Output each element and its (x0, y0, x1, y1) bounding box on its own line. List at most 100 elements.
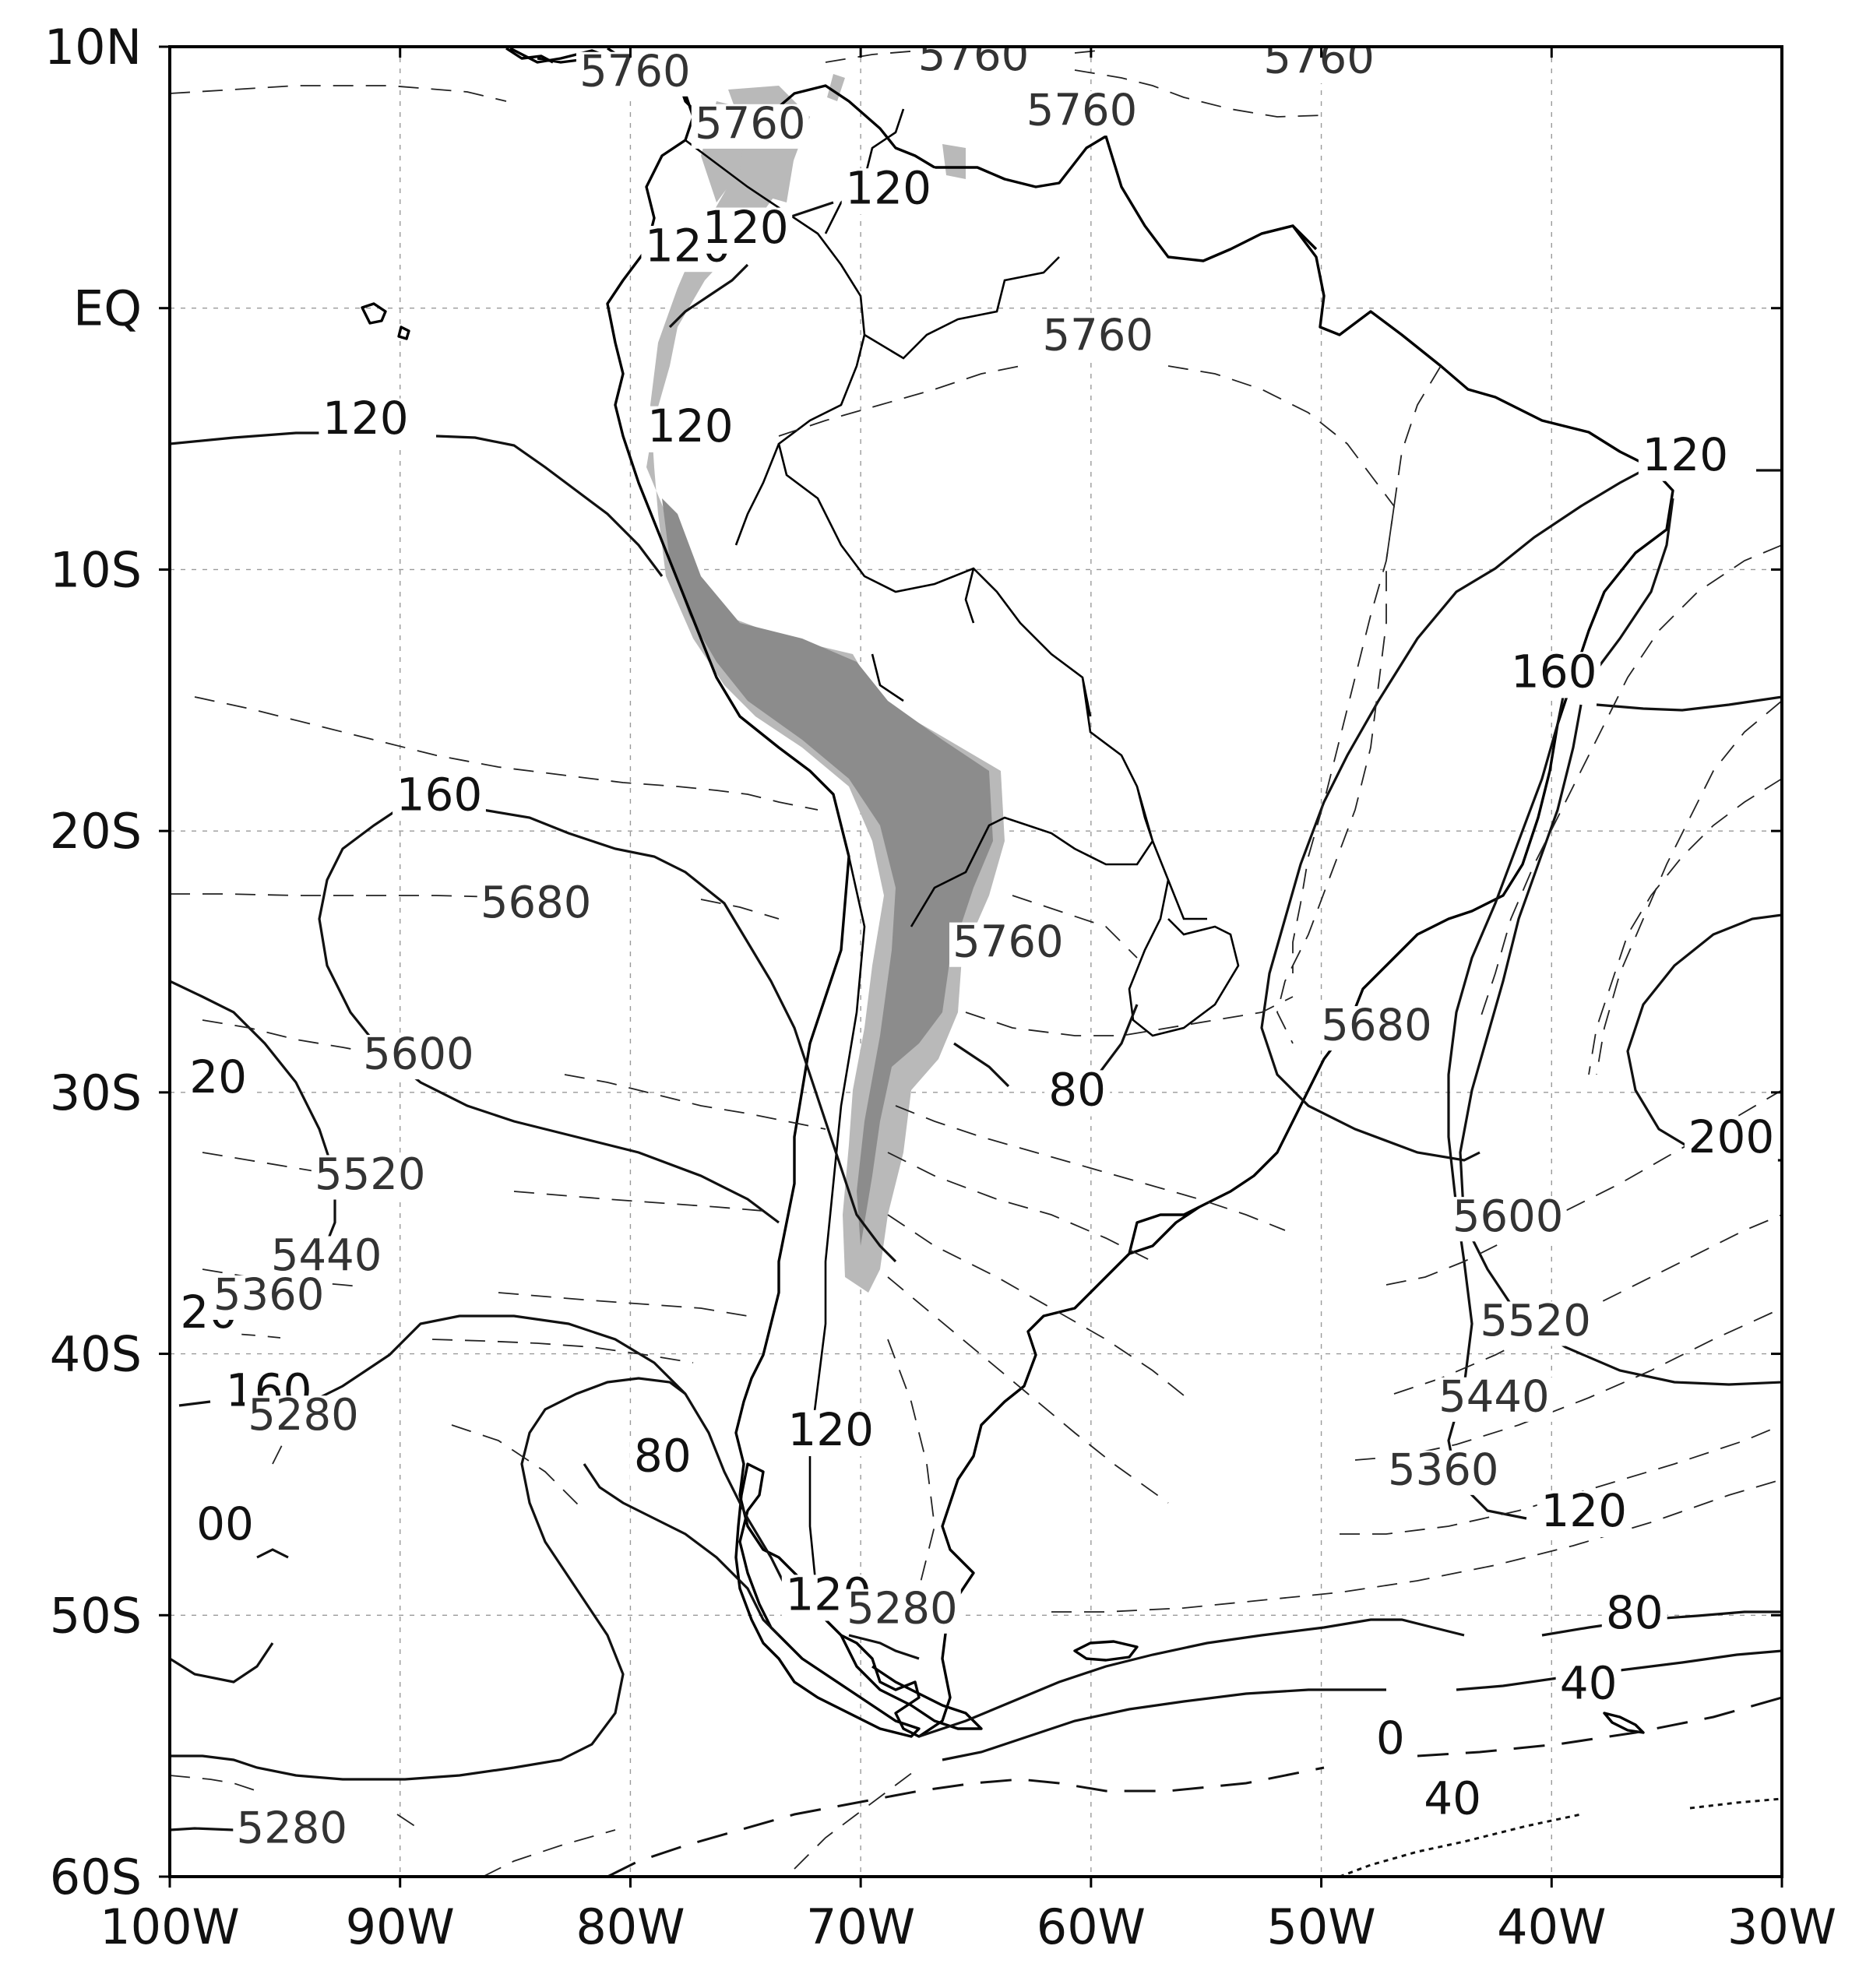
contour-label: 20 (189, 1050, 247, 1103)
contour-label-bg (643, 406, 738, 452)
contour-5760-north (170, 85, 507, 102)
y-tick-label: 10N (44, 19, 142, 76)
y-tick-label: 50S (50, 1587, 142, 1644)
contour-label-bg (1044, 1070, 1111, 1117)
x-tick-label: 80W (576, 1898, 685, 1955)
rio-de-la-plata (1128, 1205, 1200, 1255)
contour-label-bg (699, 207, 793, 254)
contour-5680-argentina (965, 996, 1294, 1036)
contour-label-bg (267, 1236, 386, 1281)
contour-label-bg (691, 104, 809, 149)
y-axis: 10N EQ 10S 20S 30S 40S 50S 60S (44, 19, 1782, 1905)
x-tick-label: 50W (1266, 1898, 1375, 1955)
contour-5520-pacific (202, 1152, 764, 1212)
x-tick-label: 70W (806, 1898, 915, 1955)
contour-label-bg (949, 922, 1067, 967)
contour-label: 5760 (695, 99, 806, 150)
contour-label: 160 (396, 768, 483, 821)
contour-label-bg (1420, 1779, 1486, 1825)
contour-label-bg (477, 883, 595, 928)
contour-5760-pacific (194, 696, 819, 811)
contour-label: 5440 (271, 1230, 382, 1281)
contour-label-bg (1039, 315, 1157, 361)
contour-label-bg (1507, 652, 1601, 698)
contour-label: 120 (1642, 428, 1728, 481)
contour-label-bg (1449, 1197, 1567, 1242)
south-america-coastline (509, 47, 1674, 1738)
contour-label: 5440 (1438, 1371, 1550, 1422)
contour-5360-argentina (887, 1276, 1782, 1535)
contour-label: 5360 (213, 1270, 325, 1321)
contour-label: 5600 (1452, 1191, 1564, 1242)
contour-label: 5280 (236, 1803, 347, 1853)
contour-trough-atlantic (1588, 778, 1782, 1075)
contour-label: 5280 (248, 1390, 359, 1441)
contour-label-bg (1477, 1301, 1595, 1346)
contour-label-bg (319, 398, 413, 445)
contour-label: 5360 (1388, 1444, 1499, 1495)
contour-label-bg (1371, 1718, 1410, 1765)
south-georgia (1603, 1712, 1645, 1734)
contour-south-atlantic-1 (794, 1767, 920, 1870)
contour-5280-south-pacific (170, 1775, 421, 1831)
contour-5440-argentina (887, 1214, 1782, 1461)
tierra-del-fuego (840, 1634, 983, 1730)
contour-label-bg (914, 47, 1033, 81)
contour-80-south (583, 1463, 920, 1660)
topography-shading-north (701, 74, 966, 202)
coastlines (361, 47, 1674, 1738)
contour-label: 80 (1048, 1064, 1106, 1117)
plot-frame (168, 45, 1783, 1878)
brazil-northeast-coast (1261, 224, 1318, 251)
contour-label-bg (629, 1436, 695, 1483)
contour-label-bg (1435, 1377, 1553, 1422)
contour-label: 80 (634, 1430, 692, 1483)
contour-label: 00 (196, 1497, 254, 1550)
contour-label: 5760 (1026, 86, 1138, 136)
topography-shading (646, 74, 1005, 1293)
contour-label: 120 (845, 161, 931, 214)
graticule (170, 47, 1782, 1877)
contour-label: 120 (702, 201, 789, 254)
y-tick-label: 10S (50, 541, 142, 598)
contour-0-south (607, 1696, 1782, 1877)
contour-5280-argentina (887, 1339, 1782, 1613)
contour-160-atlantic (1459, 695, 1782, 1386)
contour-5760-brazil-interior (1276, 505, 1395, 1044)
x-axis: 100W 90W 80W 70W 60W 50W 40W 30W (100, 47, 1836, 1955)
contour-label: 5680 (1321, 1001, 1432, 1051)
contour-label-bg (209, 1275, 328, 1320)
contour-minus40-south (1339, 1797, 1782, 1877)
contour-label: 5520 (315, 1149, 426, 1200)
contour-5600-atlantic (1596, 700, 1782, 1075)
contour-label-bg (192, 1504, 258, 1550)
contour-label: 40 (1424, 1772, 1481, 1824)
contour-label: 120 (1540, 1484, 1627, 1537)
x-tick-label: 40W (1497, 1898, 1606, 1955)
contour-label: 120 (787, 1403, 874, 1456)
contour-label: 80 (1606, 1586, 1664, 1639)
contour-label: 5280 (847, 1583, 958, 1634)
contour-80-east (918, 1610, 1782, 1738)
contour-label-bg (1537, 1490, 1631, 1538)
falkland-islands (1073, 1640, 1139, 1662)
contour-label-bg (245, 1395, 362, 1441)
contour-5760-amazon (778, 365, 1395, 507)
contour-label-bg (576, 51, 694, 97)
contour-label-bg (1260, 47, 1378, 84)
x-tick-label: 30W (1727, 1898, 1836, 1955)
x-tick-label: 100W (100, 1898, 240, 1955)
contour-label-bg (841, 168, 935, 215)
contour-label: 120 (647, 399, 734, 452)
chilean-fjords (734, 1462, 921, 1738)
contour-label: 5760 (918, 30, 1030, 81)
contour-label: 40 (1560, 1657, 1618, 1710)
contour-label: 120 (322, 392, 409, 445)
y-tick-label: 40S (50, 1326, 142, 1383)
contour-label: 5760 (952, 917, 1064, 967)
topography-shading-dark (662, 498, 993, 1246)
contour-5760-east-coast (1292, 365, 1442, 973)
y-tick-label: 20S (50, 803, 142, 860)
contour-label: 200 (1688, 1110, 1775, 1163)
